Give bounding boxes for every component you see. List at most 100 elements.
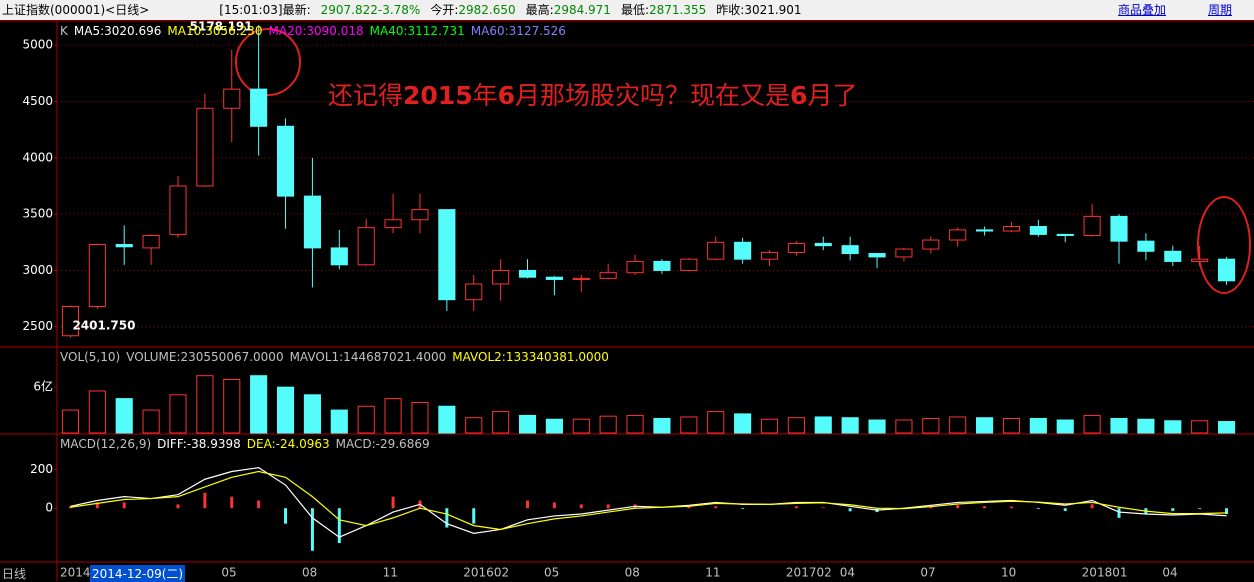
quote-item: 最新: <box>282 3 311 17</box>
quote: [15:01:03]最新: 2907.822-3.78% 今开:2982.650 最高… <box>219 3 811 17</box>
macd-bar <box>230 496 234 509</box>
quote-item: 2982.650 <box>458 3 516 17</box>
macd-bar <box>310 508 314 551</box>
volume-bar <box>518 414 537 434</box>
candle-body <box>492 269 510 285</box>
y-tick-label: 0 <box>45 501 53 515</box>
header-item: VOL(5,10) <box>60 350 121 364</box>
macd-bar <box>552 502 556 509</box>
candle-body <box>545 276 563 280</box>
header-item: MA5:3020.696 <box>73 24 162 38</box>
y-tick-label: 3500 <box>22 207 53 221</box>
candle-body <box>250 88 268 127</box>
candle-body <box>814 242 832 247</box>
candle-body <box>1137 240 1155 252</box>
candle-body <box>787 242 805 253</box>
note-part: 月那场股灾吗？现在又是 <box>515 81 791 110</box>
macd-bar <box>257 500 261 509</box>
candle-body <box>88 244 106 307</box>
overlay-link[interactable]: 商品叠加 <box>1118 3 1167 17</box>
macd-bar <box>1009 506 1013 509</box>
macd-bar <box>983 506 987 509</box>
quote-item: 2871.355 <box>649 3 707 17</box>
candle-body <box>465 283 483 301</box>
header-item: MA20:3090.018 <box>268 24 364 38</box>
volume-bar <box>169 394 187 434</box>
x-tick-label: 05 <box>221 566 236 580</box>
macd-bar <box>284 508 288 524</box>
volume-header: VOL(5,10) VOLUME:230550067.0000 MAVOL1:144… <box>60 350 615 364</box>
candle-body <box>169 185 187 235</box>
macd-bar <box>687 506 691 509</box>
quote-item: 今开: <box>430 3 459 17</box>
peak-label: 5178.191 <box>190 20 253 34</box>
macd-bar <box>1063 508 1067 511</box>
candle-body <box>330 247 348 266</box>
volume-bar <box>492 411 510 434</box>
volume-bar <box>1164 420 1182 434</box>
candle-body <box>680 258 698 271</box>
x-tick-label: 201602 <box>463 566 509 580</box>
highlight-circle <box>1197 196 1251 294</box>
header-item: MAVOL2:133340381.0000 <box>452 350 609 364</box>
y-tick-label: 2500 <box>22 319 53 333</box>
volume-bar <box>626 414 644 434</box>
macd-bar <box>794 506 798 509</box>
header-item: DEA:-24.0963 <box>246 437 330 451</box>
candle-body <box>1217 258 1236 282</box>
volume-bar <box>653 417 671 434</box>
quote-item: 昨收: <box>716 3 745 17</box>
volume-bar <box>1191 420 1209 434</box>
macd-bar <box>821 507 825 509</box>
macd-bar <box>714 506 718 509</box>
macd-bar <box>445 508 449 528</box>
macd-bar <box>956 505 960 509</box>
volume-bar <box>572 418 590 434</box>
candle-body <box>653 260 671 271</box>
volume-bar <box>223 379 241 434</box>
note-part: 6 <box>497 81 516 110</box>
y-tick-label: 4000 <box>22 150 53 164</box>
x-tick-label: 11 <box>705 566 720 580</box>
candle-body <box>1002 226 1021 232</box>
header-item: MA40:3112.731 <box>369 24 465 38</box>
quote-item: 2984.971 <box>553 3 611 17</box>
y-tick-label: 5000 <box>22 38 53 52</box>
note-part: 月了 <box>807 81 858 110</box>
candle-body <box>707 241 725 260</box>
candle-body <box>760 251 779 260</box>
macd-bar <box>203 492 207 509</box>
header-item: VOLUME:230550067.0000 <box>126 350 284 364</box>
volume-bar <box>868 419 886 434</box>
period-link[interactable]: 周期 <box>1208 3 1233 17</box>
macd-bar <box>337 508 341 543</box>
candle-body <box>868 253 886 258</box>
candle-body <box>1110 215 1128 242</box>
x-tick-label: 08 <box>625 566 640 580</box>
quote-item: 3021.901 <box>744 3 802 17</box>
header-item: MACD:-29.6869 <box>335 437 430 451</box>
volume-bar <box>1110 417 1128 434</box>
x-tick-label: 201702 <box>786 566 832 580</box>
x-tick-label: 20141 <box>60 566 98 580</box>
volume-bar <box>303 394 321 434</box>
volume-bar <box>922 417 940 434</box>
macd-bar <box>1225 508 1229 515</box>
volume-bar <box>88 390 106 434</box>
macd-bar <box>1117 508 1121 518</box>
volume-bar <box>384 398 402 434</box>
candle-body <box>303 195 321 249</box>
macd-bar <box>1171 508 1175 511</box>
x-tick-label: 11 <box>383 566 398 580</box>
macd-bar <box>176 504 180 509</box>
top-bar: 上证指数(000001)<日线> [15:01:03]最新: 2907.822-3.… <box>0 0 1254 20</box>
candle-body <box>438 209 456 301</box>
note-part: 还记得 <box>328 81 404 110</box>
volume-bar <box>250 375 268 434</box>
x-tick-label: 07 <box>920 566 935 580</box>
price-header: K MA5:3020.696 MA10:3056.230 MA20:3090.018 M… <box>60 24 572 38</box>
candle-body <box>357 227 375 266</box>
highlight-circle <box>235 28 301 96</box>
candle-body <box>1191 258 1209 262</box>
